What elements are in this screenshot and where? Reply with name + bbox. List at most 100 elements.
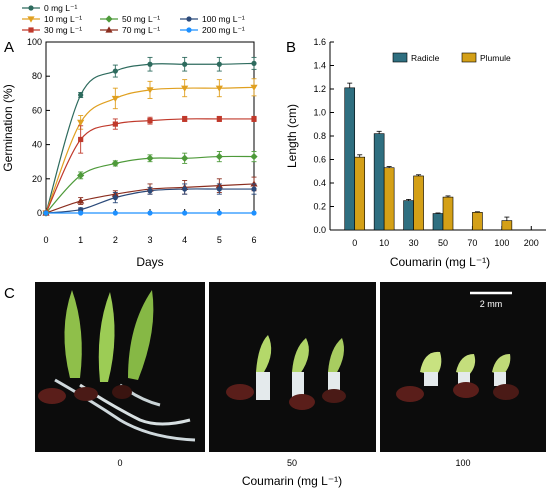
photo-50 [209, 282, 376, 452]
chart-b-ylabel: Length (cm) [285, 104, 299, 168]
chart-a-xtick-label: 4 [182, 235, 187, 245]
scale-bar-label: 2 mm [480, 299, 503, 309]
chart-a-point [147, 210, 153, 216]
chart-b-bar [373, 133, 385, 231]
chart-a-legend-marker [186, 16, 192, 22]
chart-a-point [182, 116, 188, 122]
chart-a-xlabel: Days [136, 255, 163, 269]
chart-b-xtick-label: 100 [494, 238, 509, 248]
chart-a-point [146, 87, 154, 94]
chart-b-bar [432, 213, 444, 231]
chart-a-point [216, 210, 222, 216]
chart-b-bar [403, 200, 414, 231]
chart-b-ytick-label: 1.4 [313, 61, 326, 71]
chart-a-legend-label: 0 mg L⁻¹ [44, 3, 77, 13]
chart-a-point [215, 152, 223, 161]
chart-a-point [250, 180, 258, 187]
chart-b-ytick-label: 1.6 [313, 37, 326, 47]
length-bar-chart: 0.0 0.2 0.4 0.6 0.8 1.0 1.2 1.4 1.6 0 10 30 50 70 100 2… [285, 37, 546, 269]
chart-b-ytick-label: 1.0 [313, 108, 326, 118]
photo-label-50: 50 [287, 458, 297, 468]
seedling-group-0 [38, 290, 196, 442]
chart-b-xtick-label: 0 [352, 238, 357, 248]
chart-a-point [147, 188, 153, 194]
chart-b-xtick-label: 70 [467, 238, 477, 248]
chart-a-point [216, 116, 222, 122]
chart-a-point [77, 197, 85, 204]
seedling-group-100 [396, 351, 519, 402]
chart-a-legend-marker [186, 27, 192, 33]
chart-b-ytick-label: 0.2 [313, 202, 326, 212]
chart-a-legend-marker [105, 15, 113, 23]
chart-a-legend-label: 30 mg L⁻¹ [44, 25, 82, 35]
chart-a-point [251, 116, 257, 122]
chart-a-point [43, 210, 49, 216]
photo-0 [35, 282, 205, 452]
chart-b-ytick-label: 0.0 [313, 225, 326, 235]
chart-a-point [181, 154, 189, 162]
chart-b-xtick-label: 10 [379, 238, 389, 248]
chart-b-ytick-label: 1.2 [313, 84, 326, 94]
chart-a-ytick-label: 60 [32, 105, 42, 115]
chart-b-bar [383, 167, 395, 231]
chart-a-legend-label: 100 mg L⁻¹ [202, 14, 245, 24]
chart-a-point [250, 84, 258, 91]
chart-a-xtick-label: 5 [217, 235, 222, 245]
chart-a-legend-marker [27, 16, 35, 23]
chart-b-ytick-label: 0.4 [313, 178, 326, 188]
chart-a-point [182, 210, 188, 216]
chart-a-ytick-label: 40 [32, 140, 42, 150]
chart-a-xtick-label: 0 [43, 235, 48, 245]
chart-a-legend-marker [28, 27, 34, 33]
chart-a-point [181, 85, 189, 92]
chart-b-bar [472, 212, 483, 231]
chart-b-legend-label: Plumule [480, 53, 511, 63]
chart-a-point [111, 159, 119, 168]
seedling-group-50 [226, 335, 346, 410]
chart-a-xtick-label: 3 [147, 235, 152, 245]
chart-a-point [182, 61, 188, 67]
chart-b-xtick-label: 30 [409, 238, 419, 248]
panel-a-letter: A [4, 39, 14, 56]
chart-a-point [216, 61, 222, 67]
chart-a-legend-label: 70 mg L⁻¹ [122, 25, 160, 35]
chart-a-xtick-label: 1 [78, 235, 83, 245]
chart-a-point [77, 119, 85, 126]
chart-b-legend-swatch [461, 52, 477, 63]
chart-b-xtick-label: 50 [438, 238, 448, 248]
chart-b-legend-swatch [392, 52, 408, 63]
chart-b-legend: Radicle Plumule [392, 52, 511, 63]
chart-a-point [216, 186, 222, 192]
chart-a-ytick-label: 0 [37, 208, 42, 218]
chart-a-ytick-label: 80 [32, 71, 42, 81]
photo-label-100: 100 [455, 458, 470, 468]
panel-b-letter: B [286, 39, 296, 56]
chart-a-xtick-label: 6 [251, 235, 256, 245]
chart-a-ytick-label: 20 [32, 174, 42, 184]
chart-a-legend-marker [28, 5, 34, 11]
chart-a-point [215, 85, 223, 92]
chart-b-xtick-label: 200 [524, 238, 539, 248]
chart-a-point [251, 210, 257, 216]
chart-b-bar [442, 196, 454, 231]
chart-a-point [182, 186, 188, 192]
chart-b-bar [501, 220, 513, 231]
chart-a-point [147, 118, 153, 124]
chart-a-legend: 0 mg L⁻¹10 mg L⁻¹30 mg L⁻¹ 50 mg L⁻¹70 mg… [22, 3, 245, 35]
chart-b-bar [413, 175, 424, 231]
chart-a-ytick-label: 100 [27, 37, 42, 47]
chart-a-xtick-label: 2 [113, 235, 118, 245]
chart-b-bar [354, 156, 366, 231]
chart-a-point [112, 121, 118, 127]
chart-a-point [112, 195, 118, 201]
chart-b-ytick-label: 0.8 [313, 131, 326, 141]
chart-a-point [78, 136, 84, 143]
chart-b-ytick-label: 0.6 [313, 155, 326, 165]
photos-xlabel: Coumarin (mg L⁻¹) [242, 474, 342, 488]
chart-a-point [112, 68, 118, 74]
chart-b-legend-label: Radicle [411, 53, 440, 63]
chart-a-point [77, 171, 85, 179]
seedling-photos: 2 mm 0 50 100 Coumarin (mg L⁻¹) [35, 282, 546, 488]
